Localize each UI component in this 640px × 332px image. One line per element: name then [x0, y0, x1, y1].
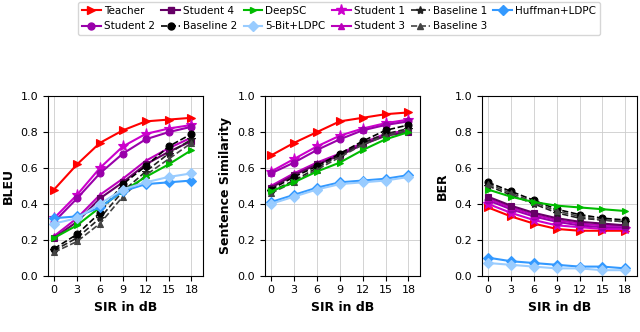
Y-axis label: BLEU: BLEU: [2, 168, 15, 204]
X-axis label: SIR in dB: SIR in dB: [528, 301, 591, 314]
Y-axis label: Sentence Similarity: Sentence Similarity: [219, 118, 232, 254]
X-axis label: SIR in dB: SIR in dB: [311, 301, 374, 314]
X-axis label: SIR in dB: SIR in dB: [94, 301, 157, 314]
Legend: Teacher, Student 2, Student 4, Baseline 2, DeepSC, 5-Bit+LDPC, Student 1, Studen: Teacher, Student 2, Student 4, Baseline …: [78, 2, 600, 36]
Y-axis label: BER: BER: [436, 172, 449, 200]
